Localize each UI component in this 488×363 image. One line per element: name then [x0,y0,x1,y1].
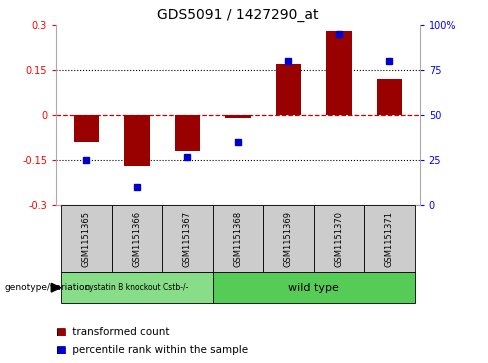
Text: GSM1151368: GSM1151368 [233,211,243,267]
Bar [213,205,263,272]
Text: ■: ■ [56,327,66,337]
Text: ■  transformed count: ■ transformed count [56,327,170,337]
Bar [377,79,402,115]
Text: GSM1151365: GSM1151365 [82,211,91,267]
Bar [61,272,213,303]
Bar [225,115,250,118]
Bar [162,205,213,272]
Text: GSM1151371: GSM1151371 [385,211,394,267]
Bar [263,205,314,272]
Text: genotype/variation: genotype/variation [5,283,91,292]
Title: GDS5091 / 1427290_at: GDS5091 / 1427290_at [157,8,319,22]
Bar [124,115,149,166]
Text: GSM1151369: GSM1151369 [284,211,293,267]
Bar [314,205,364,272]
Text: ■  percentile rank within the sample: ■ percentile rank within the sample [56,345,248,355]
Bar [112,205,162,272]
Text: GSM1151366: GSM1151366 [132,211,142,267]
Bar [213,272,415,303]
Bar [326,31,351,115]
Polygon shape [51,283,61,292]
Text: GSM1151367: GSM1151367 [183,211,192,267]
Text: wild type: wild type [288,283,339,293]
Bar [364,205,415,272]
Bar [276,64,301,115]
Text: cystatin B knockout Cstb-/-: cystatin B knockout Cstb-/- [85,283,188,292]
Text: ■: ■ [56,345,66,355]
Bar [74,115,99,142]
Text: GSM1151370: GSM1151370 [334,211,344,267]
Bar [175,115,200,151]
Bar [61,205,112,272]
